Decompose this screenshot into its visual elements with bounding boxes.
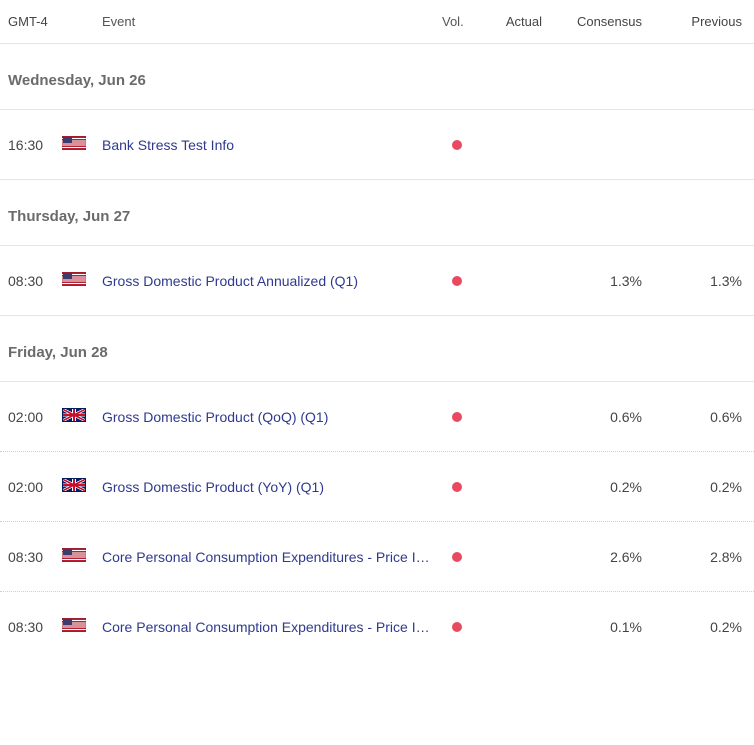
event-row: 16:30 Bank Stress Test Info [0, 110, 754, 180]
event-name-cell: Core Personal Consumption Expenditures -… [102, 549, 442, 565]
col-event: Event [102, 14, 442, 29]
consensus-value: 2.6% [552, 549, 652, 565]
event-link[interactable]: Gross Domestic Product (QoQ) (Q1) [102, 409, 437, 425]
event-link[interactable]: Gross Domestic Product (YoY) (Q1) [102, 479, 437, 495]
vol-cell [442, 412, 472, 422]
col-actual: Actual [472, 14, 552, 29]
flag-wrap [62, 478, 102, 495]
event-time: 08:30 [8, 549, 62, 565]
flag-wrap [62, 136, 102, 153]
event-link[interactable]: Core Personal Consumption Expenditures -… [102, 549, 437, 565]
consensus-value: 0.1% [552, 619, 652, 635]
consensus-value: 0.6% [552, 409, 652, 425]
uk-flag-icon [62, 478, 86, 492]
flag-wrap [62, 618, 102, 635]
event-name-cell: Core Personal Consumption Expenditures -… [102, 619, 442, 635]
event-name-cell: Bank Stress Test Info [102, 137, 442, 153]
vol-dot-icon [452, 482, 462, 492]
us-flag-icon [62, 136, 86, 150]
event-time: 08:30 [8, 273, 62, 289]
consensus-value: 1.3% [552, 273, 652, 289]
vol-dot-icon [452, 552, 462, 562]
us-flag-icon [62, 618, 86, 632]
event-link[interactable]: Core Personal Consumption Expenditures -… [102, 619, 437, 635]
vol-dot-icon [452, 412, 462, 422]
vol-cell [442, 552, 472, 562]
event-time: 02:00 [8, 479, 62, 495]
day-header: Thursday, Jun 27 [0, 180, 754, 246]
event-row: 08:30 Core Personal Consumption Expenditu… [0, 522, 754, 592]
event-link[interactable]: Gross Domestic Product Annualized (Q1) [102, 273, 437, 289]
uk-flag-icon [62, 408, 86, 422]
previous-value: 0.2% [652, 619, 752, 635]
vol-cell [442, 482, 472, 492]
table-header: GMT-4 Event Vol. Actual Consensus Previo… [0, 0, 754, 44]
day-header: Friday, Jun 28 [0, 316, 754, 382]
previous-value: 1.3% [652, 273, 752, 289]
event-name-cell: Gross Domestic Product (QoQ) (Q1) [102, 409, 442, 425]
us-flag-icon [62, 548, 86, 562]
event-time: 16:30 [8, 137, 62, 153]
previous-value: 0.6% [652, 409, 752, 425]
us-flag-icon [62, 272, 86, 286]
previous-value: 2.8% [652, 549, 752, 565]
flag-wrap [62, 272, 102, 289]
event-name-cell: Gross Domestic Product (YoY) (Q1) [102, 479, 442, 495]
col-timezone: GMT-4 [8, 14, 62, 29]
vol-cell [442, 622, 472, 632]
event-row: 08:30 Core Personal Consumption Expenditu… [0, 592, 754, 661]
event-time: 02:00 [8, 409, 62, 425]
vol-cell [442, 276, 472, 286]
days-container: Wednesday, Jun 26 16:30 Bank Stress Test I… [0, 44, 754, 661]
consensus-value: 0.2% [552, 479, 652, 495]
event-name-cell: Gross Domestic Product Annualized (Q1) [102, 273, 442, 289]
vol-dot-icon [452, 276, 462, 286]
vol-dot-icon [452, 140, 462, 150]
event-row: 08:30 Gross Domestic Product Annualized (… [0, 246, 754, 316]
event-link[interactable]: Bank Stress Test Info [102, 137, 437, 153]
col-vol: Vol. [442, 14, 472, 29]
flag-wrap [62, 408, 102, 425]
event-row: 02:00 Gross Domestic Product (QoQ) (Q1) 0.… [0, 382, 754, 452]
event-row: 02:00 Gross Domestic Product (YoY) (Q1) 0.… [0, 452, 754, 522]
economic-calendar: GMT-4 Event Vol. Actual Consensus Previo… [0, 0, 754, 661]
previous-value: 0.2% [652, 479, 752, 495]
day-header: Wednesday, Jun 26 [0, 44, 754, 110]
vol-cell [442, 140, 472, 150]
event-time: 08:30 [8, 619, 62, 635]
flag-wrap [62, 548, 102, 565]
col-previous: Previous [652, 14, 752, 29]
vol-dot-icon [452, 622, 462, 632]
col-consensus: Consensus [552, 14, 652, 29]
